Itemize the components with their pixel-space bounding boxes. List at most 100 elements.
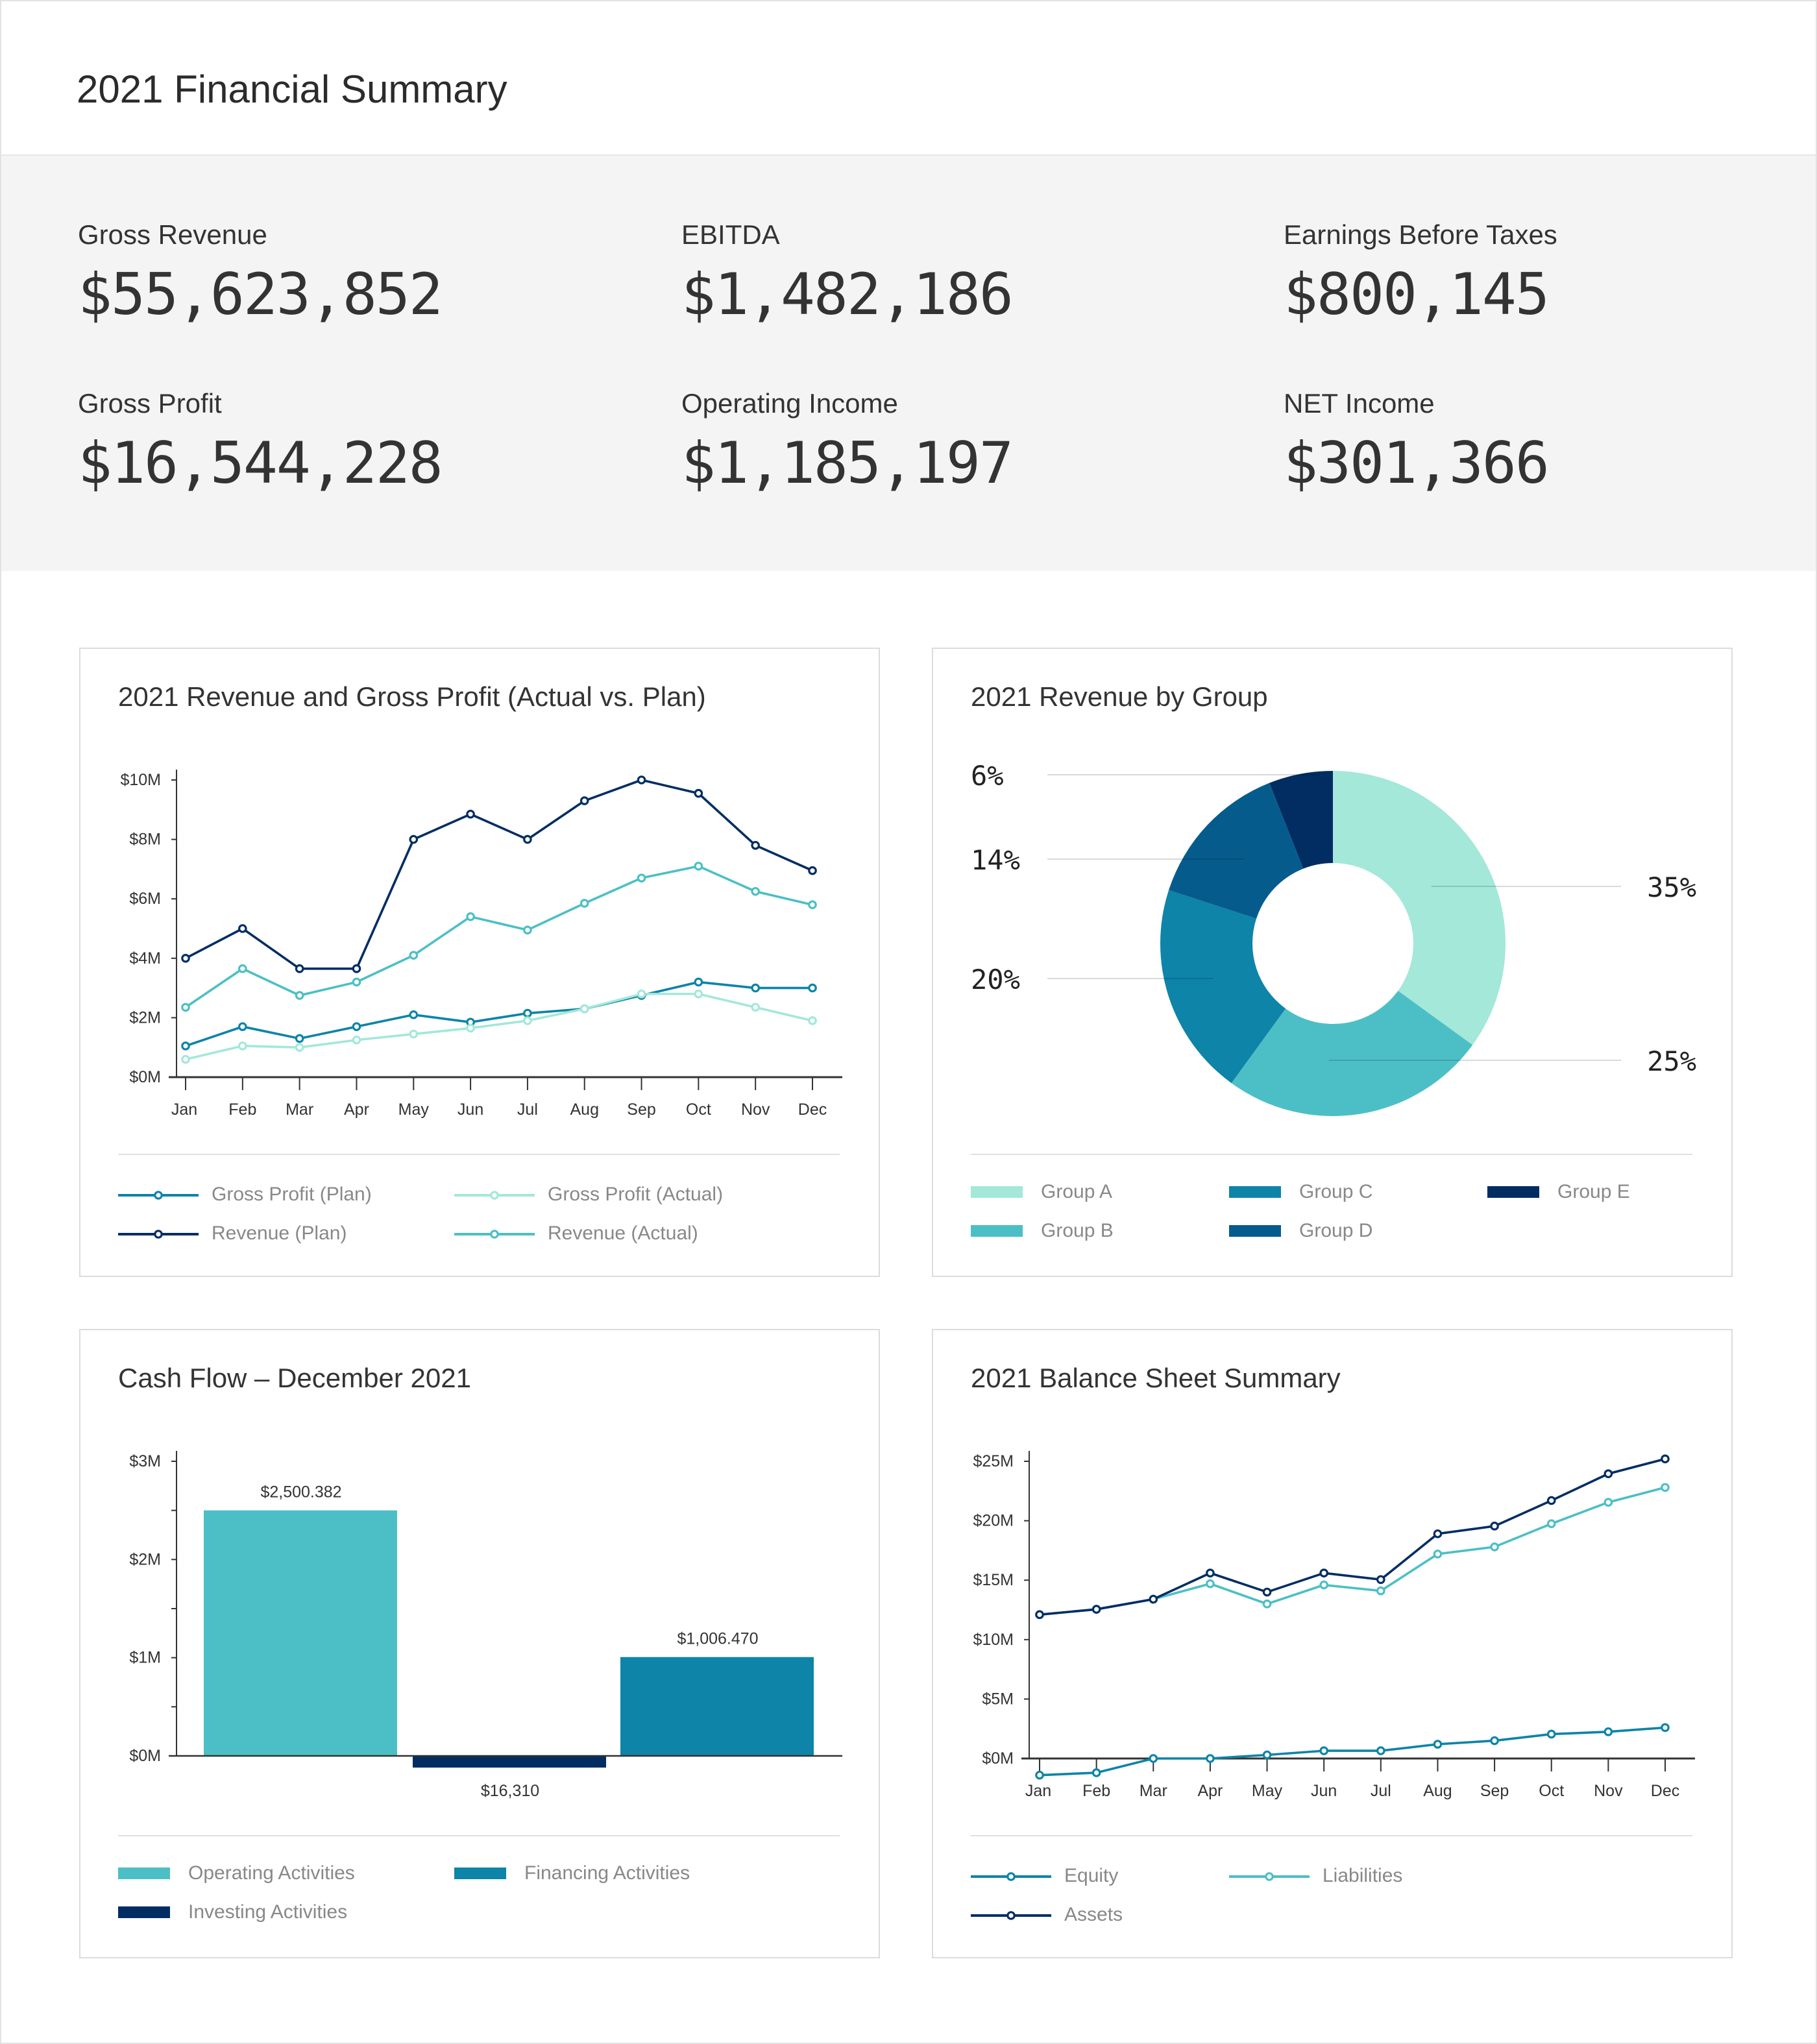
- legend-swatch: [1229, 1225, 1281, 1237]
- legend-label: Group D: [1299, 1220, 1373, 1242]
- donut-slice-group-e: [1269, 771, 1333, 869]
- data-point: [1091, 1605, 1101, 1614]
- data-point: [751, 886, 760, 896]
- x-tick-label: Nov: [741, 1101, 770, 1119]
- kpi-ebitda: EBITDA $1,482,186: [681, 221, 1014, 328]
- x-tick-label: Jul: [1371, 1782, 1391, 1800]
- cash-flow-bar-chart: $0M $1M $2M $3M $2,500.382 $16,310 $1,006.470: [129, 1451, 842, 1800]
- x-tick-label: May: [1252, 1782, 1283, 1800]
- legend-item[interactable]: Group D: [1229, 1220, 1372, 1242]
- y-tick-label: $3M: [129, 1452, 161, 1470]
- kpi-label: EBITDA: [681, 221, 780, 250]
- series-line: [1039, 1457, 1666, 1616]
- legend-item[interactable]: Liabilities: [1229, 1865, 1402, 1887]
- kpi-value: $800,145: [1284, 262, 1550, 328]
- y-tick-label: $20M: [973, 1512, 1014, 1530]
- legend-item[interactable]: Gross Profit (Actual): [454, 1184, 723, 1206]
- revenue-line-chart: $0M $2M $4M $6M $8M $10M Jan Feb Mar Apr May Jun Jul…: [120, 770, 842, 1119]
- legend-line-marker-icon: [118, 1229, 199, 1238]
- legend-item[interactable]: Revenue (Actual): [454, 1223, 698, 1245]
- data-point: [1490, 1522, 1499, 1531]
- x-tick-label: Feb: [1082, 1782, 1110, 1800]
- data-point: [1433, 1550, 1443, 1559]
- kpi-value: $1,482,186: [681, 262, 1014, 328]
- data-point: [1661, 1483, 1670, 1492]
- data-point: [808, 866, 817, 875]
- x-tick-label: May: [398, 1101, 430, 1119]
- data-point: [808, 983, 817, 993]
- legend-swatch: [971, 1186, 1023, 1198]
- data-point: [1433, 1740, 1443, 1749]
- legend-item[interactable]: Investing Activities: [118, 1901, 347, 1923]
- legend-label: Operating Activities: [188, 1862, 355, 1884]
- data-point: [1149, 1754, 1158, 1763]
- chart-title: 2021 Revenue and Gross Profit (Actual vs…: [118, 683, 706, 712]
- data-point: [409, 1029, 419, 1039]
- series-line: [185, 992, 813, 1061]
- data-point: [751, 840, 760, 850]
- data-point: [409, 951, 419, 960]
- donut-slice-group-d: [1169, 783, 1304, 919]
- legend-item[interactable]: Group E: [1487, 1181, 1630, 1203]
- x-tick-label: Sep: [1480, 1782, 1509, 1800]
- data-point: [1262, 1587, 1272, 1597]
- data-point: [181, 1003, 190, 1012]
- data-point: [751, 1003, 760, 1012]
- legend-item[interactable]: Equity: [971, 1865, 1118, 1887]
- x-tick-label: Apr: [344, 1101, 369, 1119]
- bar-value-label: $2,500.382: [260, 1483, 341, 1502]
- legend-divider: [118, 1154, 840, 1155]
- page-title: 2021 Financial Summary: [77, 69, 507, 112]
- data-point: [1604, 1498, 1613, 1507]
- legend-label: Liabilities: [1323, 1865, 1403, 1887]
- legend-item[interactable]: Revenue (Plan): [118, 1223, 347, 1245]
- legend-line-marker-icon: [454, 1190, 535, 1199]
- kpi-label: NET Income: [1284, 389, 1435, 419]
- legend-label: Revenue (Plan): [212, 1223, 347, 1245]
- donut-slice-group-b: [1231, 990, 1473, 1116]
- bar-value-label: $16,310: [481, 1782, 539, 1800]
- data-point: [1319, 1568, 1328, 1578]
- legend-item[interactable]: Assets: [971, 1904, 1123, 1926]
- series-line: [184, 864, 813, 1008]
- slice-percent-label: 35%: [1647, 871, 1696, 903]
- y-tick-label: $25M: [973, 1452, 1014, 1470]
- x-tick-label: Sep: [627, 1101, 655, 1119]
- data-point: [352, 1022, 361, 1031]
- data-point: [1490, 1542, 1499, 1551]
- y-tick-label: $10M: [973, 1631, 1014, 1649]
- data-point: [295, 991, 304, 1000]
- series-line: [185, 980, 812, 1047]
- y-tick-label: $6M: [129, 890, 161, 908]
- legend-item[interactable]: Financing Activities: [454, 1862, 690, 1884]
- data-point: [1546, 1496, 1556, 1505]
- legend-label: Equity: [1064, 1865, 1119, 1887]
- kpi-net-income: NET Income $301,366: [1284, 389, 1550, 497]
- legend-item[interactable]: Group C: [1229, 1181, 1372, 1203]
- data-point: [808, 900, 817, 910]
- kpi-earnings-before-taxes: Earnings Before Taxes $800,145: [1284, 221, 1557, 328]
- kpi-value: $55,623,852: [78, 262, 443, 328]
- data-point: [295, 1034, 304, 1043]
- x-tick-label: Jan: [171, 1101, 197, 1119]
- legend-line-marker-icon: [118, 1190, 199, 1199]
- legend-label: Gross Profit (Plan): [212, 1184, 372, 1206]
- data-point: [295, 964, 304, 973]
- x-tick-label: Mar: [286, 1101, 313, 1119]
- series-assets: [1035, 1454, 1670, 1620]
- x-tick-label: Aug: [570, 1101, 598, 1119]
- legend-item[interactable]: Group B: [971, 1220, 1114, 1242]
- legend-line-marker-icon: [971, 1871, 1051, 1880]
- legend-item[interactable]: Operating Activities: [118, 1862, 355, 1884]
- x-tick-label: Apr: [1197, 1782, 1223, 1800]
- legend-swatch: [118, 1906, 170, 1918]
- data-point: [181, 953, 190, 963]
- legend-item[interactable]: Gross Profit (Plan): [118, 1184, 372, 1206]
- balance-sheet-card: 2021 Balance Sheet Summary $0M $5M $10M $15…: [932, 1329, 1733, 1958]
- data-point: [1433, 1529, 1443, 1539]
- kpi-value: $1,185,197: [681, 431, 1014, 497]
- legend-label: Investing Activities: [188, 1901, 348, 1923]
- y-tick-label: $8M: [129, 831, 161, 849]
- legend-item[interactable]: Group A: [971, 1181, 1112, 1203]
- data-point: [466, 1023, 475, 1033]
